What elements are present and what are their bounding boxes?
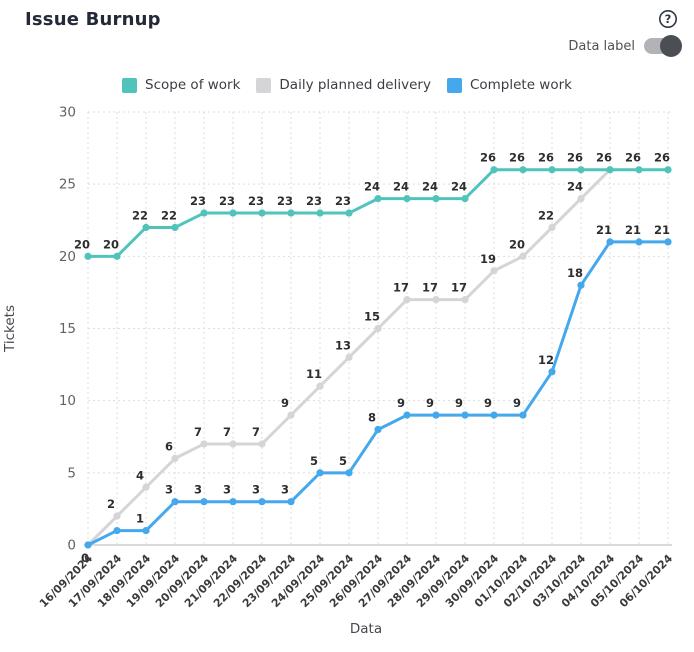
svg-text:30: 30 bbox=[59, 105, 76, 121]
svg-text:3: 3 bbox=[194, 483, 202, 497]
svg-text:12: 12 bbox=[538, 353, 554, 367]
svg-text:0: 0 bbox=[81, 551, 89, 565]
svg-text:23: 23 bbox=[277, 194, 293, 208]
svg-text:21: 21 bbox=[596, 223, 612, 237]
svg-text:26: 26 bbox=[625, 151, 641, 165]
svg-text:23: 23 bbox=[306, 194, 322, 208]
svg-text:0: 0 bbox=[67, 538, 76, 554]
legend-label: Scope of work bbox=[145, 77, 241, 93]
data-label-toggle[interactable] bbox=[644, 35, 682, 57]
svg-text:?: ? bbox=[665, 12, 672, 26]
svg-text:17: 17 bbox=[422, 281, 438, 295]
svg-text:5: 5 bbox=[339, 454, 347, 468]
svg-text:19: 19 bbox=[480, 252, 496, 266]
svg-text:Tickets: Tickets bbox=[2, 305, 18, 353]
svg-text:7: 7 bbox=[252, 425, 260, 439]
svg-text:24: 24 bbox=[364, 180, 380, 194]
svg-text:24: 24 bbox=[393, 180, 409, 194]
svg-text:13: 13 bbox=[335, 338, 351, 352]
data-label-toggle-row: Data label bbox=[568, 35, 682, 57]
svg-text:15: 15 bbox=[59, 321, 76, 337]
svg-text:20: 20 bbox=[509, 237, 525, 251]
svg-text:23: 23 bbox=[335, 194, 351, 208]
legend-swatch bbox=[446, 77, 462, 93]
legend-label: Complete work bbox=[469, 77, 572, 93]
svg-text:6: 6 bbox=[165, 439, 173, 453]
svg-text:7: 7 bbox=[194, 425, 202, 439]
svg-text:18: 18 bbox=[567, 266, 583, 280]
svg-text:26: 26 bbox=[509, 151, 525, 165]
svg-text:26: 26 bbox=[567, 151, 583, 165]
legend-item-scope-of-work[interactable]: Scope of work bbox=[122, 77, 240, 93]
legend-item-daily-planned-delivery[interactable]: Daily planned delivery bbox=[256, 77, 431, 93]
burnup-chart: 0 5 10 15 20 25 30 0 2 4 6 7 7 7 9 11 13 15 17 17 17 19 20 22 24… bbox=[0, 95, 694, 648]
help-icon[interactable]: ? bbox=[658, 9, 678, 29]
svg-text:8: 8 bbox=[368, 411, 376, 425]
svg-text:3: 3 bbox=[223, 483, 231, 497]
legend-swatch bbox=[256, 77, 272, 93]
chart-legend: Scope of work Daily planned delivery Compl… bbox=[0, 77, 694, 93]
svg-text:5: 5 bbox=[67, 465, 76, 481]
data-label-toggle-label: Data label bbox=[568, 38, 635, 54]
svg-text:3: 3 bbox=[281, 483, 289, 497]
svg-text:20: 20 bbox=[74, 237, 90, 251]
svg-text:9: 9 bbox=[455, 396, 463, 410]
chart-header: Issue Burnup ? Data label Scope of work D… bbox=[0, 0, 694, 95]
svg-text:9: 9 bbox=[426, 396, 434, 410]
svg-text:4: 4 bbox=[136, 468, 144, 482]
svg-text:26: 26 bbox=[480, 151, 496, 165]
svg-text:10: 10 bbox=[59, 393, 76, 409]
legend-swatch bbox=[122, 77, 138, 93]
svg-text:7: 7 bbox=[223, 425, 231, 439]
svg-text:3: 3 bbox=[165, 483, 173, 497]
svg-text:24: 24 bbox=[567, 180, 583, 194]
svg-text:26: 26 bbox=[654, 151, 670, 165]
toggle-knob bbox=[660, 35, 682, 57]
svg-text:1: 1 bbox=[136, 512, 144, 526]
legend-item-complete-work[interactable]: Complete work bbox=[446, 77, 572, 93]
svg-text:15: 15 bbox=[364, 310, 380, 324]
legend-label: Daily planned delivery bbox=[279, 77, 431, 93]
svg-text:9: 9 bbox=[513, 396, 521, 410]
svg-text:22: 22 bbox=[161, 208, 177, 222]
svg-text:17: 17 bbox=[393, 281, 409, 295]
svg-text:21: 21 bbox=[654, 223, 670, 237]
svg-text:26: 26 bbox=[538, 151, 554, 165]
svg-text:22: 22 bbox=[538, 208, 554, 222]
svg-text:9: 9 bbox=[484, 396, 492, 410]
svg-text:9: 9 bbox=[281, 396, 289, 410]
svg-text:21: 21 bbox=[625, 223, 641, 237]
svg-text:9: 9 bbox=[397, 396, 405, 410]
svg-text:17: 17 bbox=[451, 281, 467, 295]
svg-text:Data: Data bbox=[350, 621, 382, 637]
svg-text:23: 23 bbox=[248, 194, 264, 208]
svg-text:20: 20 bbox=[103, 237, 119, 251]
svg-text:5: 5 bbox=[310, 454, 318, 468]
svg-text:24: 24 bbox=[422, 180, 438, 194]
svg-text:20: 20 bbox=[59, 249, 76, 265]
svg-text:23: 23 bbox=[219, 194, 235, 208]
svg-text:11: 11 bbox=[306, 367, 322, 381]
svg-text:25: 25 bbox=[59, 177, 76, 193]
page-title: Issue Burnup bbox=[25, 9, 161, 30]
svg-text:26: 26 bbox=[596, 151, 612, 165]
svg-text:2: 2 bbox=[107, 497, 115, 511]
svg-text:22: 22 bbox=[132, 208, 148, 222]
svg-text:24: 24 bbox=[451, 180, 467, 194]
svg-text:23: 23 bbox=[190, 194, 206, 208]
svg-text:3: 3 bbox=[252, 483, 260, 497]
